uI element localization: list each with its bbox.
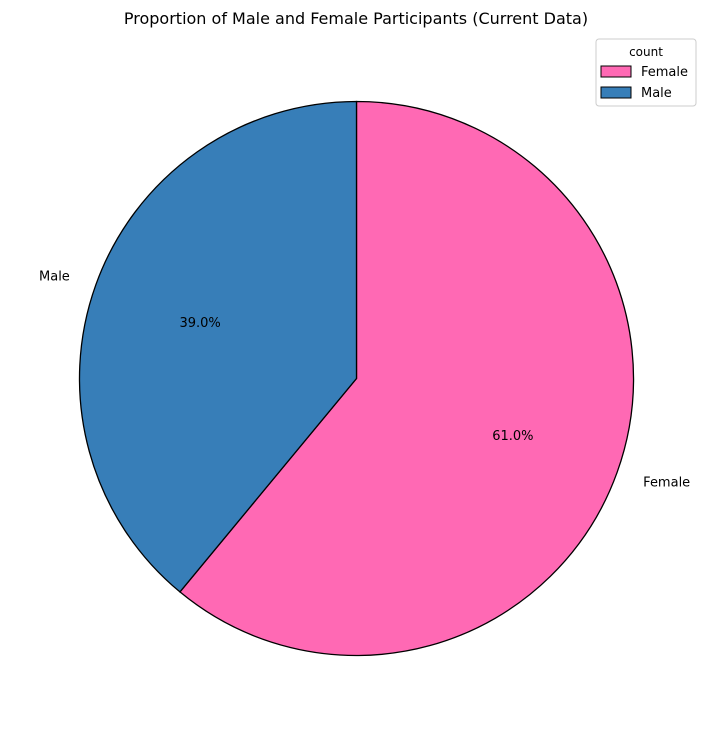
- pie-percent-label-female: 61.0%: [492, 429, 533, 444]
- chart-title: Proportion of Male and Female Participan…: [124, 9, 588, 28]
- pie-category-label-female: Female: [643, 476, 690, 491]
- legend-swatch-female: [600, 65, 632, 78]
- pie-slices: [78, 100, 635, 657]
- pie-slice-female: [179, 100, 635, 657]
- pie-labels: 61.0% Female 39.0% Male: [39, 269, 690, 490]
- pie-category-label-male: Male: [39, 269, 70, 284]
- legend-swatch-male: [600, 86, 632, 99]
- pie-slice-male: [78, 100, 358, 593]
- legend-title: count: [629, 45, 663, 59]
- legend-label-female: Female: [641, 65, 688, 80]
- legend: count Female Male: [595, 38, 697, 107]
- legend-label-male: Male: [641, 86, 672, 101]
- pie-percent-label-male: 39.0%: [179, 316, 220, 331]
